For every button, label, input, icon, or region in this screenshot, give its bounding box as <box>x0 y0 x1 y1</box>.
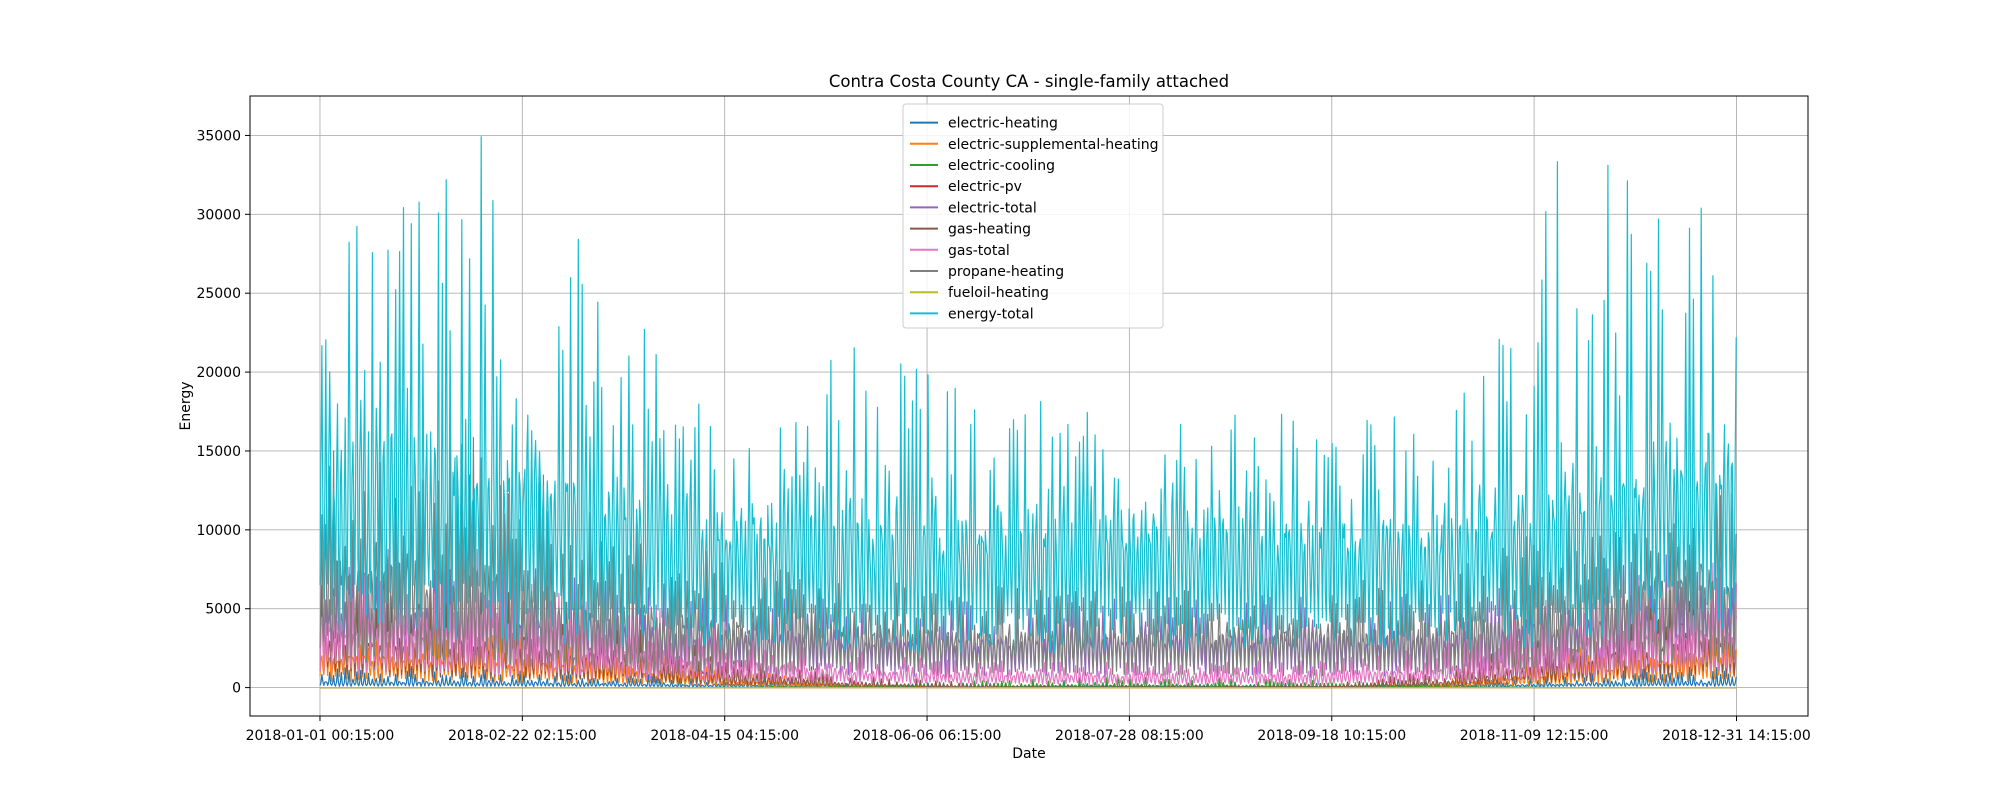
y-tick-label: 15000 <box>196 444 241 460</box>
legend-label-gas-heating: gas-heating <box>948 222 1031 238</box>
plot-area-frame <box>249 95 1809 717</box>
y-tick-label: 5000 <box>205 602 241 618</box>
y-tick-label: 25000 <box>196 286 241 302</box>
x-tick-label: 2018-07-28 08:15:00 <box>1055 728 1204 744</box>
x-tick-label: 2018-01-01 00:15:00 <box>246 728 395 744</box>
series-line-energy-total <box>319 136 1737 654</box>
series-line-propane-heating <box>319 436 1737 677</box>
legend-label-electric-pv: electric-pv <box>948 179 1022 195</box>
y-axis: 0 5000 10000 15000 20000 25000 30000 35000 <box>196 128 250 697</box>
y-tick-label: 20000 <box>196 365 241 381</box>
legend-label-propane-heating: propane-heating <box>948 264 1064 280</box>
x-tick-label: 2018-09-18 10:15:00 <box>1257 728 1406 744</box>
legend-label-electric-heating: electric-heating <box>948 116 1058 132</box>
series-group <box>319 136 1737 689</box>
legend: electric-heating electric-supplemental-he… <box>902 103 1164 329</box>
x-tick-label: 2018-11-09 12:15:00 <box>1460 728 1609 744</box>
x-tick-label: 2018-06-06 06:15:00 <box>853 728 1002 744</box>
y-tick-label: 35000 <box>196 128 241 144</box>
x-tick-label: 2018-02-22 02:15:00 <box>448 728 597 744</box>
x-tick-label: 2018-04-15 04:15:00 <box>650 728 799 744</box>
x-tick-label: 2018-12-31 14:15:00 <box>1662 728 1811 744</box>
legend-label-electric-cooling: electric-cooling <box>948 158 1055 174</box>
y-tick-label: 10000 <box>196 523 241 539</box>
legend-label-energy-total: energy-total <box>948 306 1034 322</box>
legend-label-electric-supplemental-heating: electric-supplemental-heating <box>948 137 1158 153</box>
series-line-gas-total <box>319 544 1737 686</box>
x-axis-label: Date <box>1012 746 1045 762</box>
x-axis: 2018-01-01 00:15:00 2018-02-22 02:15:00 20… <box>246 716 1811 744</box>
legend-box <box>902 103 1164 329</box>
y-tick-label: 30000 <box>196 207 241 223</box>
legend-label-electric-total: electric-total <box>948 200 1037 216</box>
y-axis-label: Energy <box>178 381 194 430</box>
chart-title: Contra Costa County CA - single-family a… <box>829 72 1229 91</box>
y-tick-label: 0 <box>232 681 241 697</box>
legend-label-gas-total: gas-total <box>948 243 1010 259</box>
legend-label-fueloil-heating: fueloil-heating <box>948 285 1049 301</box>
